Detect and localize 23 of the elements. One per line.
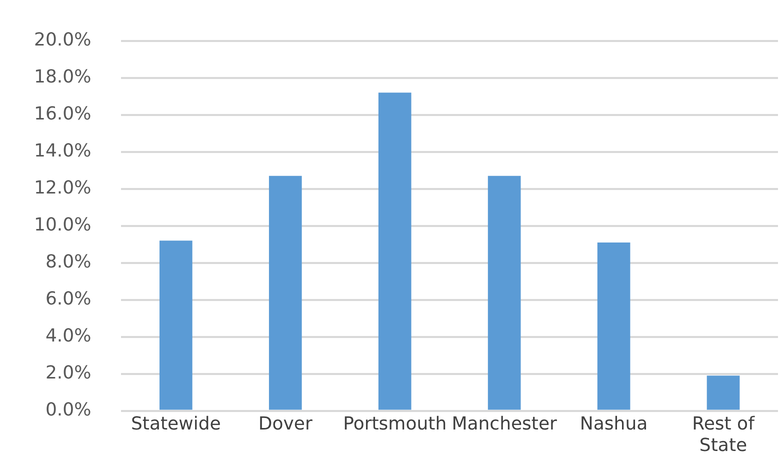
y-tick-label: 6.0%: [45, 288, 92, 310]
bar: [378, 92, 412, 410]
x-tick-label: Manchester: [452, 413, 558, 434]
y-tick-label: 0.0%: [45, 399, 92, 420]
bar: [706, 376, 740, 410]
y-tick-label: 14.0%: [34, 140, 92, 162]
x-tick-label: Statewide: [130, 413, 221, 434]
bar: [159, 240, 192, 410]
x-tick-label: Rest of State: [692, 413, 756, 456]
y-tick-label: 18.0%: [34, 66, 92, 88]
bar: [488, 176, 521, 410]
bar: [268, 176, 302, 410]
y-tick-label: 16.0%: [34, 103, 92, 124]
y-tick-label: 20.0%: [34, 29, 92, 50]
x-tick-label: Dover: [258, 413, 313, 434]
y-tick-label: 12.0%: [34, 177, 92, 198]
y-tick-label: 8.0%: [45, 251, 92, 272]
y-tick-label: 10.0%: [34, 214, 92, 236]
y-tick-label: 4.0%: [45, 325, 92, 346]
x-tick-label: Portsmouth: [343, 413, 447, 434]
x-tick-label: Nashua: [580, 413, 648, 434]
y-tick-label: 2.0%: [45, 362, 92, 384]
bar: [597, 242, 630, 410]
